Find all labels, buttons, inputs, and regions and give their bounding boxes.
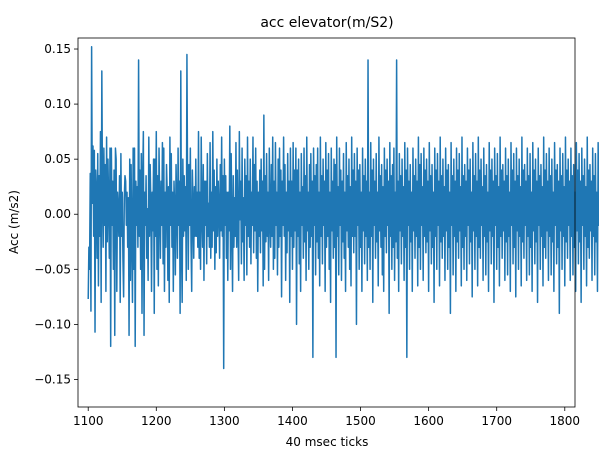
x-axis: 1100 1200 1300 1400 1500 1600 1700 1800 [73, 407, 580, 428]
x-tick-label: 1100 [73, 414, 104, 428]
y-tick-label: 0.15 [44, 42, 71, 56]
y-axis: −0.15 −0.10 −0.05 0.00 0.05 0.10 0.15 [34, 42, 78, 386]
x-tick-label: 1700 [481, 414, 512, 428]
y-tick-label: −0.05 [34, 262, 71, 276]
x-tick-label: 1600 [413, 414, 444, 428]
x-tick-label: 1400 [277, 414, 308, 428]
y-tick-label: 0.05 [44, 152, 71, 166]
series-line [87, 46, 599, 370]
plot-frame [77, 37, 576, 408]
y-tick-label: −0.10 [34, 317, 71, 331]
y-tick-label: 0.00 [44, 207, 71, 221]
y-tick-label: 0.10 [44, 97, 71, 111]
chart-title: acc elevator(m/S2) [260, 15, 393, 31]
y-tick-label: −0.15 [34, 372, 71, 386]
y-axis-label: Acc (m/s2) [7, 190, 21, 254]
x-tick-label: 1200 [141, 414, 172, 428]
x-tick-label: 1500 [345, 414, 376, 428]
x-axis-label: 40 msec ticks [286, 435, 369, 449]
x-tick-label: 1800 [550, 414, 581, 428]
x-tick-label: 1300 [209, 414, 240, 428]
